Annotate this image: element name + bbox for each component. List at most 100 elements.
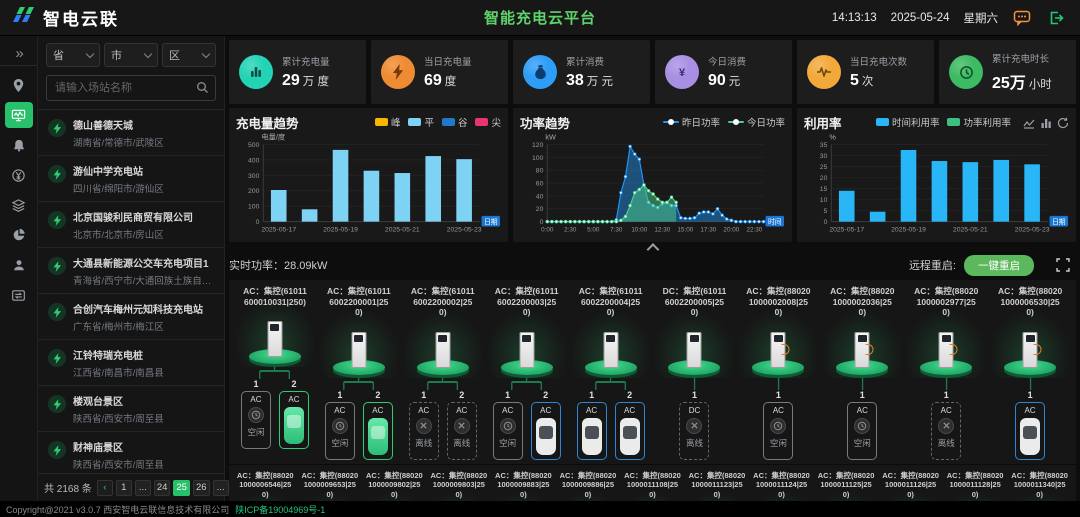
icp-link[interactable]: 陕ICP备19004969号-1 — [235, 504, 326, 515]
search-icon[interactable] — [196, 81, 209, 94]
station-list-item[interactable]: 江铃特瑞充电桩 江西省/南昌市/南昌县 — [38, 340, 224, 386]
city-select[interactable]: 市 — [104, 43, 158, 67]
station-list-item[interactable]: 财神庙景区 陕西省/西安市/周至县 — [38, 432, 224, 473]
stat-unit: 万 元 — [586, 76, 613, 88]
connector-port-charging[interactable]: AC — [362, 401, 393, 460]
connector-port-idle[interactable]: AC 空闲 — [492, 401, 523, 460]
district-select[interactable]: 区 — [162, 43, 216, 67]
port-status-text: 空闲 — [331, 437, 349, 448]
charger-glow — [426, 493, 491, 501]
connector-port-offline[interactable]: AC 离线 — [408, 401, 439, 460]
connector-port-offline[interactable]: AC 离线 — [931, 401, 962, 460]
connector-port-idle[interactable]: AC 空闲 — [847, 401, 878, 460]
legend-swatch-icon — [374, 118, 388, 126]
legend-item[interactable]: 峰 — [374, 115, 400, 129]
legend-item[interactable]: 平 — [408, 115, 434, 129]
connector-port-occupied[interactable]: AC — [1015, 401, 1046, 460]
legend-item[interactable]: 时间利用率 — [875, 115, 939, 129]
connector-port-offline[interactable]: AC 离线 — [446, 401, 477, 460]
line-chart-toggle-icon[interactable] — [1023, 116, 1035, 129]
connector-type-label: AC — [250, 395, 262, 405]
one-key-restart-button[interactable]: 一键重启 — [964, 254, 1034, 276]
svg-text:15: 15 — [820, 186, 828, 193]
connector-port-idle[interactable]: AC 空闲 — [240, 391, 271, 450]
charger-card[interactable]: AC：集控(61011600010031|250) 1 AC 空闲 2 AC — [233, 286, 317, 460]
charts-row: 充电量趋势峰平谷尖 0 100 200 300 400 500 电量/度 日期 2025-05-1… — [229, 108, 1076, 242]
rail-item-user[interactable] — [5, 252, 33, 278]
collapse-arrow-icon[interactable] — [646, 243, 659, 256]
page-button[interactable]: 24 — [153, 479, 171, 496]
legend-item[interactable]: 昨日功率 — [662, 115, 720, 129]
connector-port-offline[interactable]: DC 离线 — [679, 401, 710, 460]
rail-item-transfer[interactable] — [5, 282, 33, 308]
rail-item-bell[interactable] — [5, 132, 33, 158]
rail-item-monitor[interactable] — [4, 102, 33, 128]
refresh-icon[interactable] — [1057, 116, 1069, 129]
station-search-input[interactable] — [46, 75, 216, 101]
station-list-item[interactable]: 游仙中学充电站 四川省/绵阳市/游仙区 — [38, 156, 224, 202]
connector-port-occupied[interactable]: AC — [530, 401, 561, 460]
station-list-item[interactable]: 大通县新能源公交车充电项目1 青海省/西宁市/大通回族土族自治县 — [38, 248, 224, 294]
bar-chart-toggle-icon[interactable] — [1040, 116, 1052, 128]
legend-item[interactable]: 今日功率 — [727, 115, 785, 129]
page-button[interactable]: 26 — [192, 479, 210, 496]
fullscreen-icon[interactable] — [1056, 258, 1070, 272]
connector-port-charging[interactable]: AC — [278, 391, 309, 450]
svg-text:电量/度: 电量/度 — [261, 133, 285, 142]
connector-type-label: AC — [1024, 405, 1036, 415]
rail-item-pie[interactable] — [5, 222, 33, 248]
station-list-item[interactable]: 合创汽车梅州元知科技充电站 广东省/梅州市/梅江区 — [38, 294, 224, 340]
connector-lines — [427, 377, 459, 390]
station-list-item[interactable]: 楼观台景区 陕西省/西安市/周至县 — [38, 386, 224, 432]
sidebar-collapse-icon[interactable]: » — [0, 42, 37, 66]
legend-item[interactable]: 尖 — [475, 115, 501, 129]
connector-port-idle[interactable]: AC 空闲 — [324, 401, 355, 460]
legend-item[interactable]: 功率利用率 — [947, 115, 1011, 129]
message-icon[interactable] — [1012, 9, 1032, 27]
logout-icon[interactable] — [1046, 9, 1066, 27]
charging-bolt-icon — [48, 165, 66, 183]
connector-port-idle[interactable]: AC 空闲 — [763, 401, 794, 460]
page-button[interactable]: 25 — [173, 479, 190, 496]
chart-panel-2: 功率趋势 昨日功率 今日功率 0 20 40 60 80 100 120 kW 时间 0:00 2:30 5… — [513, 108, 792, 242]
rail-item-location[interactable] — [5, 72, 33, 98]
page-button[interactable]: 1 — [115, 479, 132, 496]
rail-item-layers[interactable] — [5, 192, 33, 218]
province-select[interactable]: 省 — [46, 43, 100, 67]
station-list-item[interactable]: 德山善德天城 湖南省/常德市/武陵区 — [38, 110, 224, 156]
legend-item[interactable]: 谷 — [441, 115, 467, 129]
connector-port-occupied[interactable]: AC — [614, 401, 645, 460]
connector-port-occupied[interactable]: AC — [576, 401, 607, 460]
connector-type-label: AC — [624, 405, 636, 415]
svg-text:10: 10 — [820, 197, 828, 204]
rail-item-yen[interactable] — [5, 162, 33, 188]
station-list-item[interactable]: 北京国骏利民商贸有限公司 北京市/北京市/房山区 — [38, 202, 224, 248]
prev-page-button[interactable]: ‹ — [96, 479, 113, 496]
charger-tower — [686, 331, 702, 368]
